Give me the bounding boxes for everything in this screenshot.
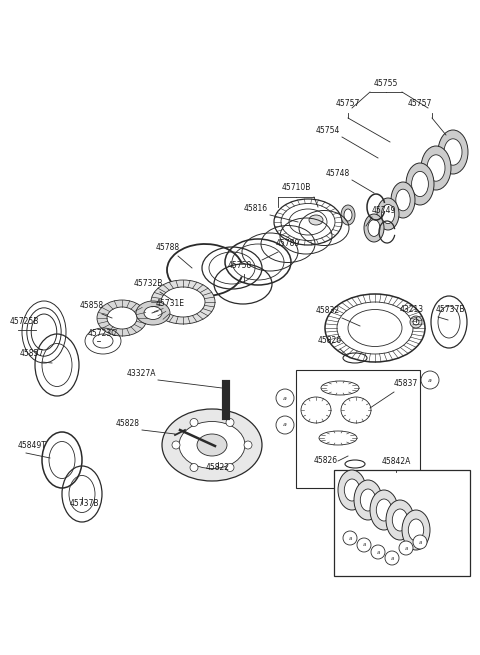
Text: 45723C: 45723C [88, 329, 118, 338]
Text: 45788: 45788 [156, 243, 180, 252]
Ellipse shape [386, 500, 414, 540]
Ellipse shape [402, 510, 430, 550]
Text: 43213: 43213 [400, 305, 424, 314]
Circle shape [190, 464, 198, 472]
Text: 45732B: 45732B [133, 279, 163, 288]
Ellipse shape [360, 489, 376, 511]
Bar [296, 370, 420, 488]
Text: 45749: 45749 [372, 206, 396, 215]
Text: a: a [348, 536, 352, 540]
Ellipse shape [408, 519, 424, 541]
Ellipse shape [406, 163, 434, 205]
Text: 45757: 45757 [408, 99, 432, 108]
Text: 45822: 45822 [206, 463, 230, 472]
Text: 45755: 45755 [374, 79, 398, 88]
Ellipse shape [97, 300, 147, 336]
Circle shape [172, 441, 180, 449]
Circle shape [190, 419, 198, 426]
Ellipse shape [396, 189, 410, 211]
Ellipse shape [364, 214, 384, 242]
Text: 45837: 45837 [394, 379, 418, 388]
Ellipse shape [179, 422, 245, 468]
Ellipse shape [376, 499, 392, 521]
Circle shape [343, 531, 357, 545]
Ellipse shape [392, 509, 408, 531]
Ellipse shape [444, 139, 462, 165]
Circle shape [357, 538, 371, 552]
Circle shape [413, 535, 427, 549]
Ellipse shape [368, 219, 380, 236]
Text: a: a [283, 422, 287, 428]
Ellipse shape [391, 182, 415, 218]
Text: 45754: 45754 [316, 126, 340, 135]
Text: 45858: 45858 [80, 301, 104, 310]
Ellipse shape [344, 209, 352, 221]
Ellipse shape [151, 280, 215, 324]
Text: 45789: 45789 [276, 239, 300, 248]
Ellipse shape [344, 479, 360, 501]
Ellipse shape [382, 204, 395, 223]
Text: 45725B: 45725B [10, 317, 39, 326]
Circle shape [410, 316, 422, 328]
Bar [334, 470, 470, 576]
Ellipse shape [370, 490, 398, 530]
Text: 45816: 45816 [244, 204, 268, 213]
Circle shape [226, 419, 234, 426]
Text: 45737B: 45737B [436, 305, 466, 314]
Text: a: a [390, 555, 394, 561]
Ellipse shape [136, 301, 170, 325]
Circle shape [385, 551, 399, 565]
Text: a: a [362, 542, 366, 548]
Text: 45757: 45757 [336, 99, 360, 108]
Ellipse shape [421, 146, 451, 190]
Ellipse shape [144, 307, 162, 320]
Circle shape [399, 541, 413, 555]
Circle shape [276, 416, 294, 434]
Text: a: a [376, 550, 380, 555]
Text: 45828: 45828 [116, 419, 140, 428]
Circle shape [244, 441, 252, 449]
Text: 45826: 45826 [318, 336, 342, 345]
Ellipse shape [162, 409, 262, 481]
Ellipse shape [341, 205, 355, 225]
Circle shape [371, 545, 385, 559]
Ellipse shape [161, 287, 205, 317]
Ellipse shape [438, 130, 468, 174]
Text: 45826: 45826 [314, 456, 338, 465]
Ellipse shape [197, 434, 227, 456]
Text: 45737B: 45737B [69, 499, 99, 508]
Circle shape [226, 464, 234, 472]
Text: a: a [419, 540, 421, 544]
Text: 45731E: 45731E [156, 299, 185, 308]
Text: 45758: 45758 [228, 261, 252, 270]
Text: a: a [404, 546, 408, 550]
Text: 45842A: 45842A [381, 457, 411, 466]
Text: 45832: 45832 [316, 306, 340, 315]
Text: 45849T: 45849T [18, 441, 47, 450]
Text: 45857: 45857 [20, 349, 44, 358]
Ellipse shape [338, 470, 366, 510]
Circle shape [413, 319, 419, 325]
Ellipse shape [412, 172, 428, 196]
Text: 43327A: 43327A [127, 369, 156, 378]
Circle shape [421, 371, 439, 389]
Ellipse shape [309, 215, 323, 225]
Ellipse shape [427, 155, 445, 181]
Text: 45710B: 45710B [281, 183, 311, 192]
Ellipse shape [377, 198, 399, 230]
Ellipse shape [354, 480, 382, 520]
Circle shape [276, 389, 294, 407]
Text: 45748: 45748 [326, 169, 350, 178]
Ellipse shape [107, 307, 137, 329]
Text: a: a [428, 377, 432, 383]
Text: a: a [283, 396, 287, 400]
